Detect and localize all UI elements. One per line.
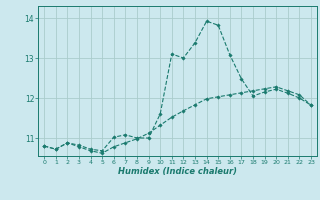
X-axis label: Humidex (Indice chaleur): Humidex (Indice chaleur)	[118, 167, 237, 176]
